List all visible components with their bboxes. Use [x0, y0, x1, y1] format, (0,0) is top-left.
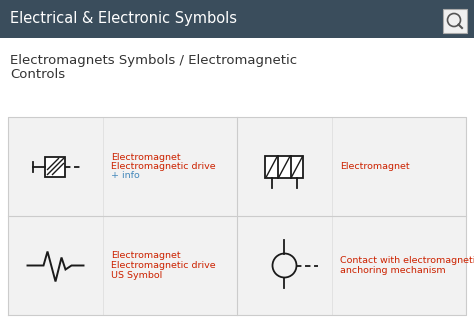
Text: Electromagnet: Electromagnet	[340, 162, 410, 171]
Text: Contact with electromagnetic: Contact with electromagnetic	[340, 256, 474, 265]
Bar	[8, 117, 466, 315]
Bar	[46, 157, 65, 176]
Bar	[265, 155, 303, 177]
Bar	[443, 9, 467, 33]
Text: US Symbol: US Symbol	[111, 270, 162, 280]
Bar	[0, 0, 474, 38]
Text: Electromagnet: Electromagnet	[111, 252, 181, 261]
Text: anchoring mechanism: anchoring mechanism	[340, 266, 446, 275]
Text: Controls: Controls	[10, 68, 65, 81]
Text: + info: + info	[111, 172, 140, 180]
Text: Electromagnetic drive: Electromagnetic drive	[111, 162, 216, 171]
Text: Electromagnet: Electromagnet	[111, 152, 181, 162]
Text: Electromagnetic drive: Electromagnetic drive	[111, 261, 216, 270]
Text: Electromagnets Symbols / Electromagnetic: Electromagnets Symbols / Electromagnetic	[10, 54, 297, 67]
Text: Electrical & Electronic Symbols: Electrical & Electronic Symbols	[10, 11, 237, 27]
